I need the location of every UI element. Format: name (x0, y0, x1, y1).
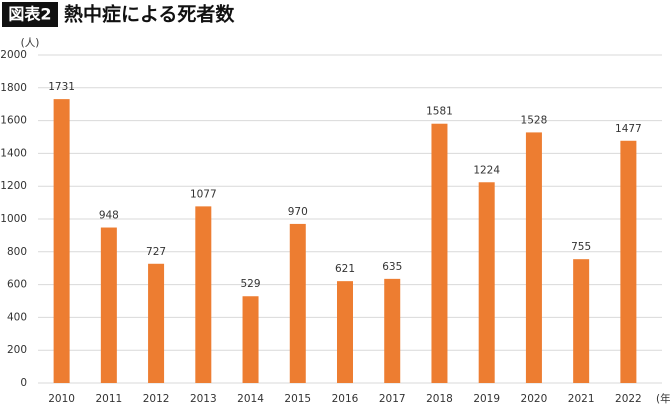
y-tick-label: 800 (7, 246, 27, 258)
x-unit: (年) (656, 392, 670, 405)
x-tick-label: 2017 (379, 393, 406, 405)
bar (431, 123, 448, 383)
bar (289, 223, 306, 383)
x-tick-label: 2020 (521, 393, 548, 405)
y-tick-label: 1600 (0, 115, 27, 127)
bar (384, 278, 401, 383)
y-tick-label: 1800 (0, 82, 27, 94)
y-tick-label: 1200 (0, 180, 27, 192)
x-tick-label: 2014 (237, 393, 264, 405)
bar (148, 263, 165, 383)
value-label: 1731 (48, 81, 75, 93)
x-tick-label: 2015 (284, 393, 311, 405)
y-unit: (人) (21, 37, 40, 49)
x-tick-label: 2018 (426, 393, 453, 405)
value-label: 635 (382, 261, 402, 273)
value-label: 1528 (521, 114, 548, 126)
value-label: 727 (146, 246, 166, 258)
x-tick-label: 2016 (332, 393, 359, 405)
value-label: 529 (241, 278, 261, 290)
x-tick-label: 2022 (615, 393, 642, 405)
y-tick-label: 0 (20, 377, 27, 389)
y-tick-label: 1400 (0, 147, 27, 159)
badge-box (2, 2, 58, 27)
value-label: 755 (571, 241, 591, 253)
x-tick-label: 2010 (48, 393, 75, 405)
x-tick-label: 2011 (95, 393, 122, 405)
bar (573, 259, 590, 383)
chart-title: 熱中症による死者数 (64, 3, 235, 26)
bar (242, 296, 259, 383)
value-label: 1224 (473, 164, 500, 176)
bar (525, 132, 542, 383)
bar (195, 206, 212, 383)
x-tick-label: 2021 (568, 393, 595, 405)
y-tick-label: 400 (7, 311, 27, 323)
badge: 図表2 (8, 5, 51, 24)
x-tick-label: 2012 (143, 393, 170, 405)
value-label: 1581 (426, 106, 453, 118)
value-label: 1477 (615, 123, 642, 135)
x-tick-label: 2013 (190, 393, 217, 405)
value-label: 970 (288, 206, 308, 218)
value-label: 948 (99, 210, 119, 222)
bar (620, 140, 637, 383)
value-label: 621 (335, 263, 355, 275)
value-label: 1077 (190, 188, 217, 200)
y-tick-label: 600 (7, 279, 27, 291)
bar (100, 227, 117, 383)
bar (478, 182, 495, 383)
y-tick-label: 200 (7, 344, 27, 356)
bar (53, 99, 70, 383)
bar (337, 281, 353, 383)
x-tick-label: 2019 (473, 393, 500, 405)
y-tick-label: 1000 (0, 213, 27, 225)
y-tick-label: 2000 (0, 49, 27, 61)
